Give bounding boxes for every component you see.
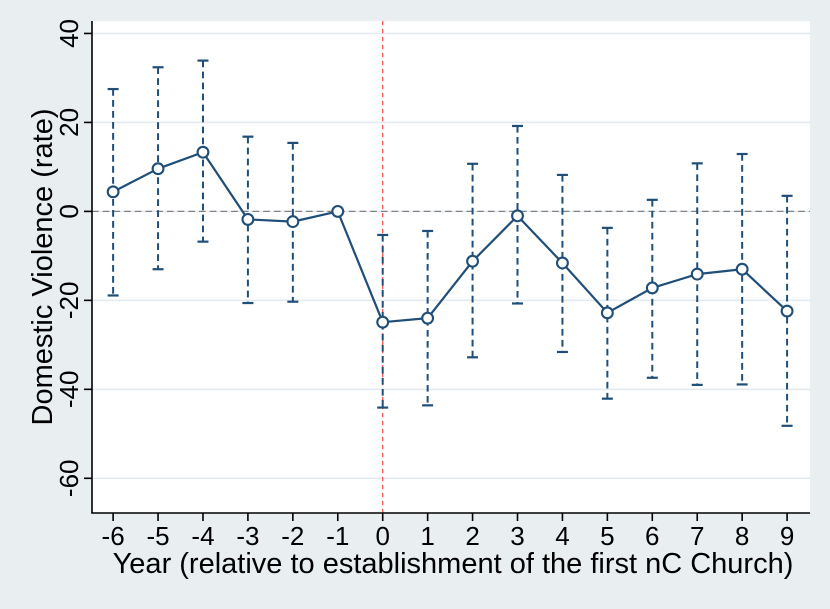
y-tick-label: -40	[54, 371, 84, 409]
data-point-marker	[466, 254, 480, 268]
data-point-marker	[600, 306, 614, 320]
data-point-marker	[421, 311, 435, 325]
reference-lines-layer	[92, 21, 810, 513]
series-layer	[106, 145, 794, 329]
x-tick-label: 5	[600, 521, 614, 551]
data-point-marker	[780, 304, 794, 318]
data-point-marker	[331, 204, 345, 218]
x-tick-label: 2	[465, 521, 479, 551]
data-point-marker	[241, 212, 255, 226]
data-point-marker	[106, 185, 120, 199]
data-point-marker	[645, 281, 659, 295]
x-tick-label: 6	[645, 521, 659, 551]
x-tick-label: -1	[326, 521, 349, 551]
x-tick-label: -6	[102, 521, 125, 551]
x-tick-label: 3	[510, 521, 524, 551]
axes-layer	[84, 21, 810, 521]
x-axis-title: Year (relative to establishment of the f…	[113, 548, 794, 580]
x-tick-label: -4	[191, 521, 214, 551]
y-tick-label: 40	[54, 19, 84, 48]
y-tick-label: 20	[54, 108, 84, 137]
data-point-marker	[376, 315, 390, 329]
x-tick-label: 4	[555, 521, 569, 551]
x-tick-label: 0	[375, 521, 389, 551]
x-tick-label: 7	[690, 521, 704, 551]
x-tick-label: -2	[281, 521, 304, 551]
data-point-marker	[511, 209, 524, 223]
y-axis-title: Domestic Violence (rate)	[27, 109, 59, 426]
data-point-marker	[690, 267, 704, 281]
data-point-marker	[555, 256, 569, 270]
x-tick-label: -5	[146, 521, 169, 551]
y-tick-label: 0	[54, 204, 84, 218]
x-tick-label: -3	[236, 521, 259, 551]
data-point-marker	[735, 262, 749, 276]
x-tick-label: 8	[735, 521, 749, 551]
x-tick-label: 9	[780, 521, 794, 551]
y-tick-label: -20	[54, 282, 84, 320]
tick-labels-layer: 40 20 0 -20 -40 -60 -6 -5 -4 -3 -2 -1 0 1 2 3 4 5 6 7 8 9	[54, 19, 794, 551]
y-tick-label: -60	[54, 460, 84, 498]
plot-area-background	[92, 21, 810, 513]
data-point-marker	[151, 162, 165, 176]
x-tick-label: 1	[420, 521, 434, 551]
series-line	[112, 151, 788, 324]
data-point-marker	[196, 145, 210, 159]
data-point-marker	[286, 215, 300, 229]
